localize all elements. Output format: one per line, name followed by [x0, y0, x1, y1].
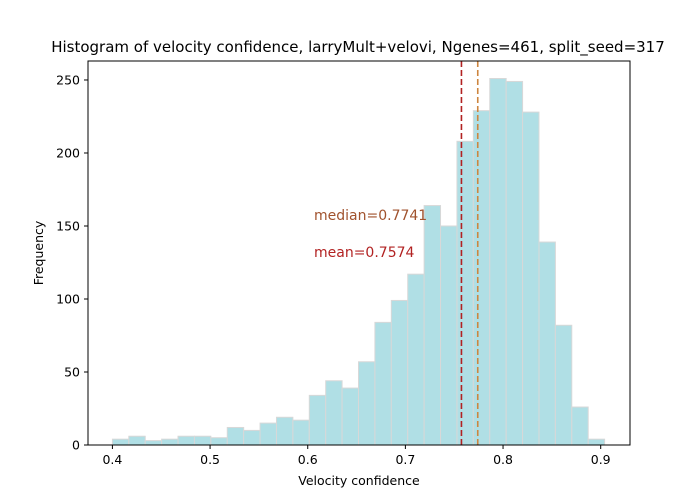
plot-frame [87, 60, 631, 446]
x-tick-label: 0.7 [395, 452, 415, 467]
histogram-bar [407, 273, 425, 446]
histogram-bar [144, 440, 163, 446]
y-axis: 0 50 100 150 200 250 [56, 72, 88, 453]
x-tick-label: 0.9 [591, 452, 611, 467]
histogram-bar [571, 406, 589, 446]
histogram-bar [308, 394, 327, 446]
x-tick-label: 0.8 [493, 452, 513, 467]
median-annotation: median=0.7741 [314, 208, 427, 224]
mean-annotation: mean=0.7574 [314, 245, 415, 261]
histogram-bar [505, 80, 524, 446]
histogram-bar [390, 299, 409, 446]
y-axis-label: Frequency [31, 220, 46, 285]
histogram-bar [587, 438, 606, 446]
x-tick-label: 0.6 [298, 452, 318, 467]
histogram-bar [292, 419, 310, 446]
y-tick-label: 250 [56, 72, 80, 87]
histogram-bar [111, 438, 130, 446]
histogram-bar [177, 435, 195, 446]
x-tick-label: 0.4 [102, 452, 122, 467]
histogram-bar [259, 422, 277, 446]
histogram-bar [161, 438, 179, 446]
x-tick-label: 0.5 [200, 452, 220, 467]
y-tick-label: 0 [72, 438, 80, 453]
histogram-bar [554, 324, 573, 446]
y-tick-label: 150 [56, 218, 80, 233]
bars-group [111, 78, 606, 446]
histogram-bar [472, 110, 491, 446]
histogram-bar [358, 361, 376, 446]
annotations-group: median=0.7741 mean=0.7574 [314, 208, 427, 261]
histogram-bar [128, 435, 146, 446]
histogram-bar [275, 416, 294, 446]
histogram-bar [243, 429, 261, 446]
x-axis: 0.4 0.5 0.6 0.7 0.8 0.9 [102, 445, 611, 467]
histogram-bar [522, 111, 540, 446]
y-tick-label: 50 [64, 364, 80, 379]
histogram-bar [374, 321, 392, 446]
histogram-bar [456, 140, 474, 446]
x-axis-label: Velocity confidence [298, 473, 420, 488]
reference-lines [460, 61, 479, 445]
histogram-bar [193, 435, 212, 446]
y-tick-label: 100 [56, 291, 80, 306]
histogram-bar [226, 426, 245, 446]
histogram-bar [440, 225, 458, 446]
histogram-bar [341, 387, 360, 446]
histogram-bar [538, 241, 556, 446]
histogram-bar [489, 78, 507, 446]
histogram-bar [325, 380, 343, 446]
y-tick-label: 200 [56, 145, 80, 160]
histogram-bar [423, 205, 442, 446]
histogram-bar [210, 437, 228, 446]
chart-title: Histogram of velocity confidence, larryM… [51, 38, 665, 57]
